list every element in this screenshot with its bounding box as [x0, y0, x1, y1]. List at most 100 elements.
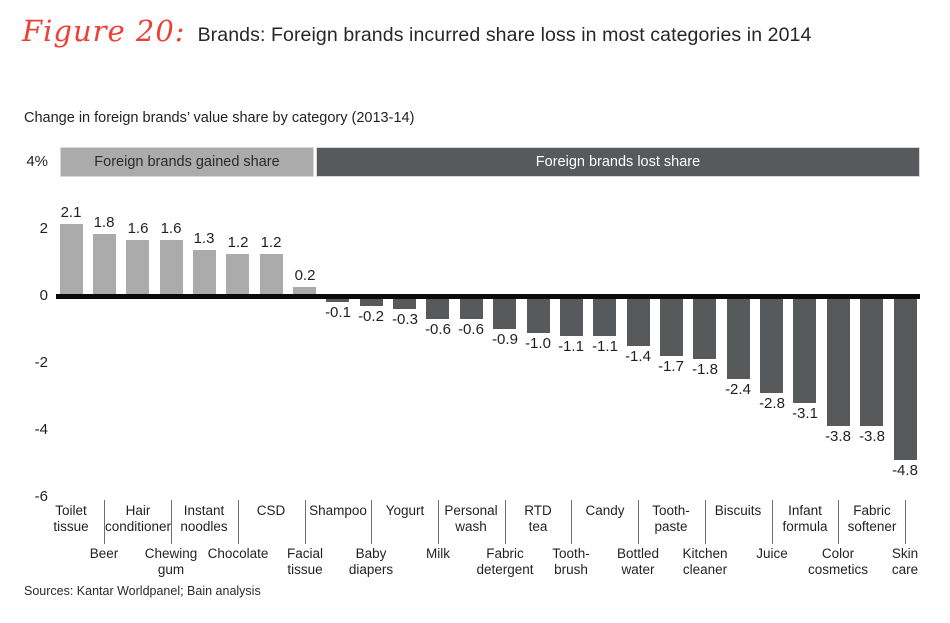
category-label-personal-wash: Personal wash — [444, 503, 498, 534]
y-axis-tick-label: -4 — [34, 421, 48, 438]
bar-beer — [93, 234, 116, 294]
bar-value-label: 1.2 — [227, 234, 249, 251]
bar-value-label: -1.7 — [658, 358, 684, 375]
bar-value-label: -0.6 — [425, 321, 451, 338]
bar-value-label: 1.6 — [160, 220, 182, 237]
bar-baby-diapers — [360, 299, 383, 306]
bar-value-label: 2.1 — [60, 204, 82, 221]
bar-value-label: 1.2 — [260, 234, 282, 251]
bar-value-label: -3.8 — [859, 428, 885, 445]
bar-fabric-detergent — [493, 299, 516, 329]
category-label-chocolate: Chocolate — [207, 546, 269, 561]
bar-value-label: -1.8 — [692, 361, 718, 378]
category-leader-line — [104, 500, 105, 544]
category-label-color-cosmetics: Color cosmetics — [807, 546, 868, 577]
bar-value-label: 1.8 — [93, 214, 115, 231]
bar-value-label: -1.1 — [558, 338, 584, 355]
category-label-infant-formula: Infant formula — [782, 503, 828, 534]
bar-yogurt — [393, 299, 416, 309]
bar-value-label: 0.2 — [294, 267, 316, 284]
zero-axis-line — [56, 294, 920, 299]
category-label-hair-conditioner: Hair conditioner — [104, 503, 172, 534]
category-leader-line — [438, 500, 439, 544]
bar-chewing-gum — [160, 240, 183, 294]
bar-csd — [260, 254, 283, 294]
figure-title-row: Figure 20: Brands: Foreign brands incurr… — [22, 14, 811, 48]
bar-facial-tissue — [293, 287, 316, 294]
y-axis-tick-label: -6 — [34, 488, 48, 505]
legend-banner-gained: Foreign brands gained share — [60, 147, 314, 177]
bar-instant-noodles — [193, 250, 216, 294]
bar-value-label: -1.0 — [525, 335, 551, 352]
category-leader-line — [305, 500, 306, 544]
category-leader-line — [772, 500, 773, 544]
bar-value-label: -3.8 — [825, 428, 851, 445]
category-leader-line — [638, 500, 639, 544]
category-label-baby-diapers: Baby diapers — [348, 546, 394, 577]
category-label-beer: Beer — [89, 546, 119, 561]
category-label-candy: Candy — [585, 503, 625, 518]
category-label-juice: Juice — [756, 546, 788, 561]
bar-juice — [760, 299, 783, 393]
category-label-skin-care: Skin care — [891, 546, 919, 577]
bar-color-cosmetics — [827, 299, 850, 426]
bar-toilet-tissue — [60, 224, 83, 294]
bar-value-label: -0.9 — [492, 331, 518, 348]
category-leader-line — [838, 500, 839, 544]
bar-infant-formula — [793, 299, 816, 403]
category-label-facial-tissue: Facial tissue — [286, 546, 323, 577]
bar-value-label: -0.3 — [392, 311, 418, 328]
legend-banner-lost: Foreign brands lost share — [316, 147, 920, 177]
category-label-tooth-paste: Tooth-paste — [652, 503, 690, 534]
figure-number-label: Figure 20: — [22, 14, 186, 48]
bar-hair-conditioner — [126, 240, 149, 294]
category-leader-line — [171, 500, 172, 544]
category-leader-line — [571, 500, 572, 544]
bar-value-label: -0.2 — [358, 308, 384, 325]
category-label-fabric-detergent: Fabric detergent — [476, 546, 534, 577]
y-axis-tick-label: -2 — [34, 354, 48, 371]
figure-title: Brands: Foreign brands incurred share lo… — [197, 24, 812, 46]
y-axis-tick-label: 0 — [39, 287, 48, 304]
bar-value-label: 1.3 — [193, 230, 215, 247]
category-leader-line — [505, 500, 506, 544]
category-label-shampoo: Shampoo — [309, 503, 367, 518]
bar-value-label: -4.8 — [892, 462, 918, 479]
bar-value-label: -2.4 — [725, 381, 751, 398]
category-label-rtd-tea: RTD tea — [524, 503, 552, 534]
bar-biscuits — [727, 299, 750, 379]
bar-skin-care — [894, 299, 917, 460]
bar-value-label: -0.1 — [325, 304, 351, 321]
bar-tooth-paste — [660, 299, 683, 356]
category-label-instant-noodles: Instant noodles — [180, 503, 228, 534]
y-axis-tick-label: 4% — [26, 153, 48, 170]
bar-fabric-softener — [860, 299, 883, 426]
category-label-biscuits: Biscuits — [714, 503, 762, 518]
category-leader-line — [371, 500, 372, 544]
category-label-toilet-tissue: Toilet tissue — [53, 503, 89, 534]
bar-kitchen-cleaner — [693, 299, 716, 359]
category-label-chewing-gum: Chewing gum — [144, 546, 198, 577]
bar-tooth-brush — [560, 299, 583, 336]
chart-subtitle: Change in foreign brands’ value share by… — [24, 110, 415, 126]
bar-personal-wash — [460, 299, 483, 319]
category-label-csd: CSD — [256, 503, 286, 518]
bar-value-label: -3.1 — [792, 405, 818, 422]
category-leader-line — [705, 500, 706, 544]
bar-value-label: -1.4 — [625, 348, 651, 365]
category-label-bottled-water: Bottled water — [616, 546, 660, 577]
bar-value-label: -2.8 — [759, 395, 785, 412]
bar-rtd-tea — [527, 299, 550, 333]
bar-candy — [593, 299, 616, 336]
bar-value-label: -1.1 — [592, 338, 618, 355]
category-leader-line — [905, 500, 906, 544]
bar-chocolate — [226, 254, 249, 294]
source-note: Sources: Kantar Worldpanel; Bain analysi… — [24, 584, 261, 598]
category-label-kitchen-cleaner: Kitchen cleaner — [682, 546, 728, 577]
category-leader-line — [238, 500, 239, 544]
bar-shampoo — [326, 299, 349, 302]
category-label-milk: Milk — [426, 546, 450, 561]
category-label-yogurt: Yogurt — [385, 503, 425, 518]
y-axis-tick-label: 2 — [39, 220, 48, 237]
